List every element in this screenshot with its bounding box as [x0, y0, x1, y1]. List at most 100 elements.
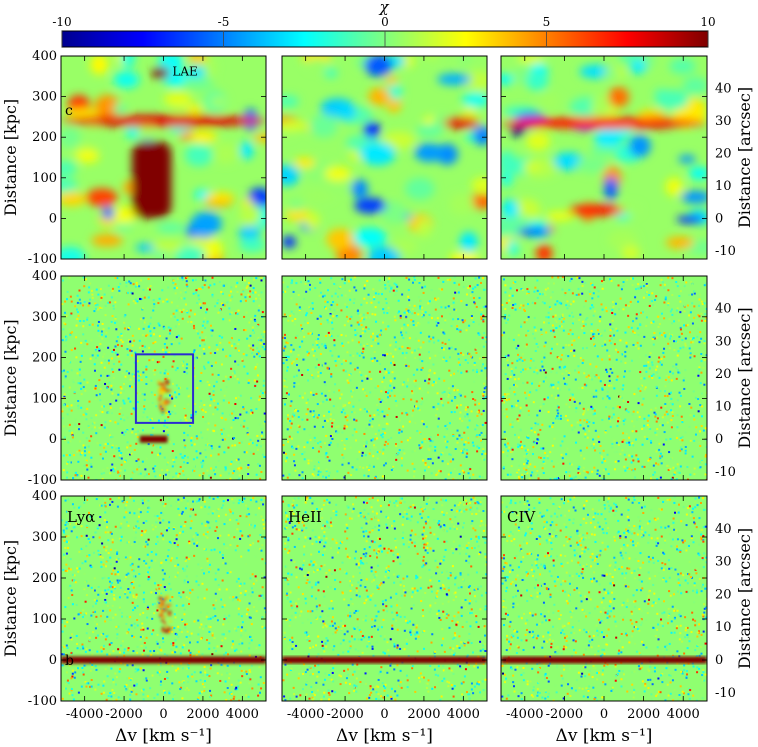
noise-pixel [395, 453, 398, 456]
noise-pixel [200, 567, 203, 570]
noise-pixel [128, 385, 131, 388]
noise-pixel [681, 435, 684, 438]
noise-pixel [664, 298, 667, 301]
noise-pixel [88, 298, 91, 301]
noise-pixel [331, 422, 334, 425]
noise-pixel [697, 398, 700, 401]
noise-pixel [117, 496, 120, 499]
noise-pixel [660, 357, 663, 360]
noise-pixel [540, 328, 543, 331]
noise-pixel [444, 440, 447, 443]
noise-pixel [405, 435, 408, 438]
noise-pixel [178, 342, 181, 345]
noise-pixel [533, 316, 536, 319]
noise-pixel [667, 332, 670, 335]
noise-pixel [120, 339, 123, 342]
noise-pixel [65, 552, 68, 555]
noise-pixel [482, 337, 485, 340]
noise-pixel [418, 409, 421, 412]
heatmap-blob [461, 92, 487, 108]
noise-pixel [463, 443, 466, 446]
noise-pixel [534, 276, 537, 279]
noise-pixel [206, 469, 209, 472]
noise-pixel [347, 280, 350, 283]
noise-pixel [365, 440, 368, 443]
noise-pixel [159, 371, 162, 374]
noise-pixel [590, 282, 593, 285]
noise-pixel [94, 302, 97, 305]
noise-pixel [543, 369, 546, 372]
noise-pixel [384, 372, 387, 375]
noise-pixel [234, 397, 237, 400]
noise-pixel [402, 425, 405, 428]
noise-pixel [648, 304, 651, 307]
noise-pixel [105, 592, 108, 595]
noise-pixel [256, 434, 259, 437]
noise-pixel [366, 377, 369, 380]
noise-pixel [387, 396, 390, 399]
noise-pixel [483, 382, 486, 385]
noise-pixel [171, 651, 174, 654]
noise-pixel [363, 444, 366, 447]
noise-pixel [134, 351, 137, 354]
noise-pixel [665, 438, 668, 441]
noise-pixel [94, 387, 97, 390]
noise-pixel [316, 317, 319, 320]
noise-pixel [444, 425, 447, 428]
noise-pixel [252, 452, 255, 455]
noise-pixel [324, 456, 327, 459]
noise-pixel [122, 416, 125, 419]
noise-pixel [129, 349, 132, 352]
noise-pixel [519, 406, 522, 409]
heatmap-feature [443, 116, 480, 129]
noise-pixel [110, 436, 113, 439]
noise-pixel [96, 423, 99, 426]
noise-pixel [290, 400, 293, 403]
noise-pixel [184, 626, 187, 629]
noise-pixel [224, 651, 227, 654]
noise-pixel [141, 350, 144, 353]
noise-pixel [379, 370, 382, 373]
noise-pixel [504, 358, 507, 361]
noise-pixel [635, 453, 638, 456]
noise-pixel [667, 289, 670, 292]
noise-pixel [485, 336, 487, 339]
noise-pixel [597, 295, 600, 298]
noise-pixel [603, 383, 606, 386]
noise-pixel [156, 361, 159, 364]
noise-pixel [444, 321, 447, 324]
noise-pixel [650, 374, 653, 377]
noise-pixel [449, 391, 452, 394]
noise-pixel [214, 466, 217, 469]
noise-pixel [87, 524, 90, 527]
noise-pixel [573, 339, 576, 342]
noise-pixel [290, 422, 293, 425]
noise-pixel [76, 372, 79, 375]
noise-pixel [115, 340, 118, 343]
noise-pixel [649, 439, 652, 442]
noise-pixel [114, 301, 117, 304]
noise-pixel [651, 469, 654, 472]
noise-pixel [315, 338, 318, 341]
noise-pixel [483, 458, 486, 461]
noise-pixel [124, 459, 127, 462]
heatmap-blob [337, 102, 357, 121]
noise-pixel [630, 461, 633, 464]
noise-pixel [573, 426, 576, 429]
noise-pixel [258, 304, 261, 307]
noise-pixel [681, 419, 684, 422]
noise-pixel [375, 336, 378, 339]
noise-pixel [107, 664, 110, 667]
noise-pixel [234, 327, 237, 330]
noise-pixel [441, 341, 444, 344]
noise-pixel [703, 359, 706, 362]
noise-pixel [373, 330, 376, 333]
noise-pixel [99, 409, 102, 412]
noise-pixel [336, 470, 339, 473]
noise-pixel [613, 334, 616, 337]
noise-pixel [542, 403, 545, 406]
noise-pixel [330, 335, 333, 338]
noise-pixel [82, 413, 85, 416]
noise-pixel [689, 356, 692, 359]
noise-pixel [284, 290, 287, 293]
